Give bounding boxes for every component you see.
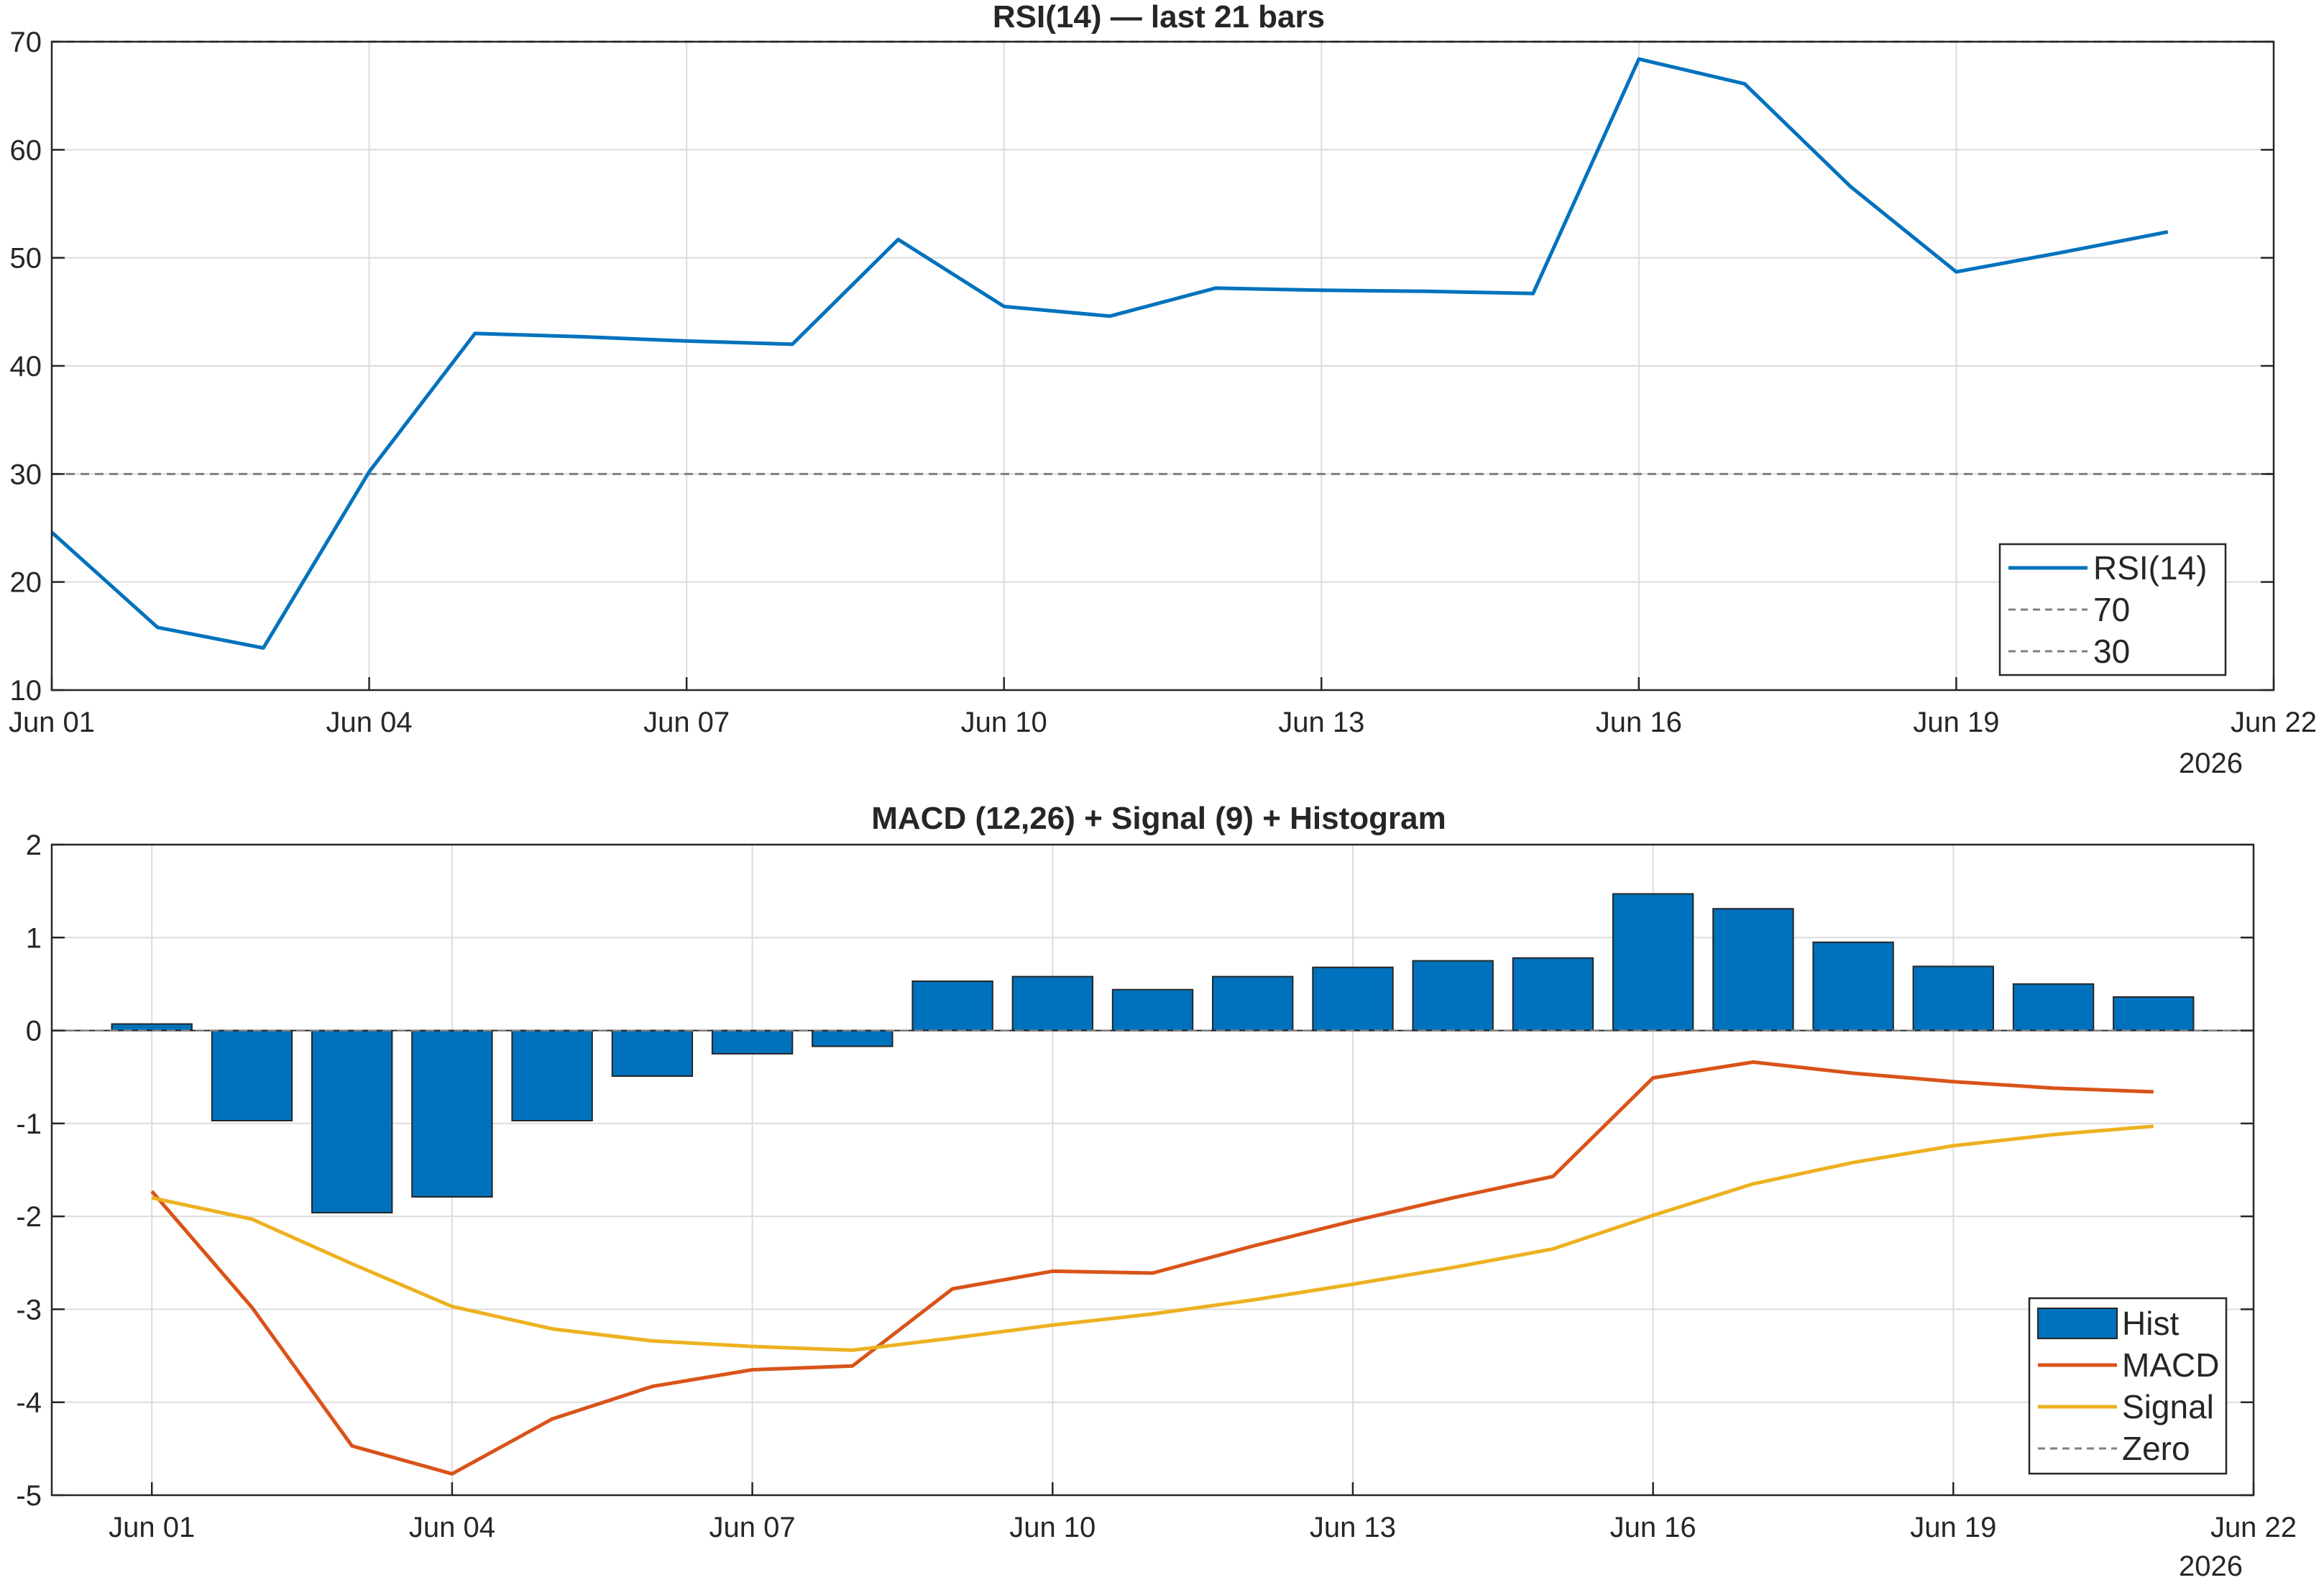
macd-legend: Hist MACD Signal Zero (2028, 1297, 2228, 1475)
macd-y-tick-label: 1 (26, 922, 42, 954)
macd-hist-bar (911, 980, 993, 1032)
rsi-x-tick-label: Jun 16 (1596, 707, 1682, 738)
macd-hist-bar (411, 1029, 493, 1198)
macd-x-tick-label: Jun 10 (1009, 1512, 1096, 1543)
macd-hist-bar (1212, 975, 1294, 1032)
rsi-x-year: 2026 (2179, 748, 2243, 779)
macd-hist-bar (1312, 966, 1394, 1032)
signal-line (151, 1124, 2154, 1352)
rsi-x-tick-label: Jun 22 (2231, 707, 2317, 738)
macd-legend-label-hist: Hist (2122, 1305, 2179, 1342)
macd-legend-label-signal: Signal (2122, 1388, 2214, 1425)
rsi-chart: RSI(14) — last 21 bars 10 20 30 40 50 60 70 Ju… (9, 0, 2317, 779)
rsi-x-tick-label: Jun 07 (643, 707, 730, 738)
rsi-legend: RSI(14) 70 30 (1998, 543, 2227, 676)
rsi-series (50, 57, 2169, 650)
rsi-legend-label-rsi: RSI(14) (2093, 549, 2207, 587)
macd-hist-bar (1111, 988, 1194, 1032)
macd-x-year: 2026 (2179, 1551, 2243, 1580)
rsi-y-tick-label: 10 (10, 675, 42, 707)
macd-x-tick-label: Jun 01 (109, 1512, 195, 1543)
macd-legend-label-macd: MACD (2122, 1346, 2219, 1384)
macd-hist-bar (611, 1029, 694, 1077)
macd-hist-bar (311, 1029, 393, 1213)
macd-chart: MACD (12,26) + Signal (9) + Histogram -5… (16, 801, 2297, 1580)
macd-axes-frame (50, 843, 2255, 1497)
macd-line (150, 1060, 2154, 1476)
macd-y-tick-label: -5 (16, 1480, 42, 1512)
macd-hist-bar (1812, 941, 1894, 1032)
macd-hist-bar (1912, 965, 1995, 1032)
macd-hist-bar (211, 1029, 293, 1121)
macd-x-tick-label: Jun 07 (709, 1512, 796, 1543)
macd-y-ticks: -5 -4 -3 -2 -1 0 1 2 (16, 830, 2254, 1512)
macd-hist-bar (1712, 908, 1794, 1032)
macd-hist-bar (812, 1029, 894, 1047)
rsi-x-ticks: Jun 01 Jun 04 Jun 07 Jun 10 Jun 13 Jun 16 Jun … (9, 677, 2317, 738)
rsi-y-tick-label: 30 (10, 459, 42, 490)
macd-hist-bar (1612, 893, 1694, 1032)
macd-y-tick-label: -1 (16, 1108, 42, 1140)
rsi-x-tick-label: Jun 19 (1913, 707, 1999, 738)
macd-y-tick-label: 2 (26, 830, 42, 861)
macd-hist-bar (2012, 983, 2095, 1032)
rsi-y-tick-label: 50 (10, 243, 42, 275)
rsi-title: RSI(14) — last 21 bars (993, 0, 1325, 35)
rsi-y-tick-label: 60 (10, 134, 42, 166)
rsi-line (50, 57, 2169, 650)
rsi-x-tick-label: Jun 13 (1278, 707, 1364, 738)
rsi-y-tick-label: 70 (10, 27, 42, 58)
macd-hist-bar (2113, 996, 2195, 1032)
macd-y-tick-label: -2 (16, 1201, 42, 1233)
macd-lines (150, 1060, 2154, 1476)
macd-legend-label-zero: Zero (2122, 1430, 2190, 1467)
rsi-grid (51, 41, 2274, 691)
macd-y-tick-label: 0 (26, 1016, 42, 1047)
rsi-legend-label-70: 70 (2093, 591, 2130, 628)
macd-legend-hist-swatch (2037, 1308, 2118, 1339)
macd-x-tick-label: Jun 22 (2210, 1512, 2297, 1543)
rsi-legend-label-30: 30 (2093, 633, 2130, 670)
macd-x-ticks: Jun 01 Jun 04 Jun 07 Jun 10 Jun 13 Jun 16 Jun … (109, 1482, 2297, 1543)
macd-histogram-bars (111, 893, 2195, 1213)
macd-hist-bar (711, 1029, 794, 1055)
macd-x-tick-label: Jun 04 (409, 1512, 495, 1543)
rsi-x-tick-label: Jun 01 (9, 707, 95, 738)
macd-y-tick-label: -3 (16, 1294, 42, 1326)
macd-x-tick-label: Jun 19 (1910, 1512, 1996, 1543)
rsi-y-tick-label: 20 (10, 567, 42, 599)
rsi-y-ticks: 10 20 30 40 50 60 70 (10, 27, 2274, 707)
macd-hist-bar (1011, 975, 1093, 1032)
rsi-x-tick-label: Jun 04 (326, 707, 413, 738)
macd-hist-bar (511, 1029, 593, 1121)
macd-hist-bar (1512, 957, 1594, 1032)
macd-hist-bar (1412, 960, 1494, 1032)
macd-hist-bar (111, 1023, 193, 1032)
macd-x-tick-label: Jun 16 (1610, 1512, 1696, 1543)
macd-title: MACD (12,26) + Signal (9) + Histogram (871, 801, 1446, 836)
rsi-y-tick-label: 40 (10, 351, 42, 382)
macd-x-tick-label: Jun 13 (1310, 1512, 1396, 1543)
macd-y-tick-label: -4 (16, 1387, 42, 1419)
rsi-x-tick-label: Jun 10 (961, 707, 1047, 738)
